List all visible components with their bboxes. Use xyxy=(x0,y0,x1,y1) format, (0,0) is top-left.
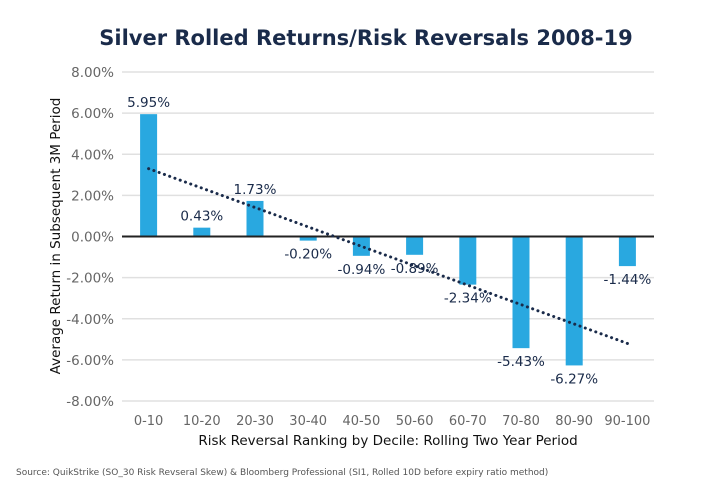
x-tick-label: 10-20 xyxy=(183,414,221,429)
x-tick-label: 50-60 xyxy=(396,414,434,429)
bar xyxy=(140,114,158,237)
x-tick-label: 60-70 xyxy=(449,414,487,429)
data-label: -0.20% xyxy=(284,247,332,263)
x-tick-label: 0-10 xyxy=(134,414,164,429)
source-note: Source: QuikStrike (SO_30 Risk Revseral … xyxy=(16,468,549,478)
data-labels: 5.95% 0.43% 1.73% -0.20% -0.94% -0.89% -2.34% -… xyxy=(127,95,651,387)
x-tick-label: 40-50 xyxy=(343,414,381,429)
data-label: -1.44% xyxy=(604,272,652,288)
y-tick-label: 8.00% xyxy=(71,65,114,81)
y-axis-label: Average Return in Subsequent 3M Period xyxy=(48,98,64,375)
bar xyxy=(459,236,477,285)
y-axis-ticks: 8.00% 6.00% 4.00% 2.00% 0.00% -2.00% -4.00% -6.… xyxy=(66,65,114,410)
data-label: -5.43% xyxy=(497,354,545,370)
y-tick-label: -4.00% xyxy=(66,312,114,328)
data-label: -0.94% xyxy=(338,262,386,278)
x-tick-label: 30-40 xyxy=(289,414,327,429)
data-label: 5.95% xyxy=(127,95,170,111)
y-tick-label: 4.00% xyxy=(71,147,114,163)
trendline xyxy=(147,167,629,345)
gridlines xyxy=(122,71,654,402)
bar xyxy=(618,236,636,267)
y-tick-label: 0.00% xyxy=(71,230,114,246)
bars xyxy=(140,114,636,366)
bar xyxy=(299,236,317,241)
x-axis-label: Risk Reversal Ranking by Decile: Rolling… xyxy=(198,433,577,449)
data-label: 1.73% xyxy=(234,182,277,198)
bar xyxy=(406,236,424,255)
x-tick-label: 20-30 xyxy=(236,414,274,429)
y-tick-label: -2.00% xyxy=(66,271,114,287)
data-label: 0.43% xyxy=(180,209,223,225)
bar xyxy=(565,236,583,366)
x-tick-label: 80-90 xyxy=(555,414,593,429)
bar xyxy=(512,236,530,349)
x-tick-label: 90-100 xyxy=(604,414,650,429)
data-label: -0.89% xyxy=(391,261,439,277)
chart-title: Silver Rolled Returns/Risk Reversals 200… xyxy=(99,26,633,50)
y-tick-label: -8.00% xyxy=(66,394,114,410)
bar xyxy=(193,227,211,237)
x-tick-label: 70-80 xyxy=(502,414,540,429)
x-axis-ticks: 0-10 10-20 20-30 30-40 40-50 50-60 60-70 70-80 8… xyxy=(134,414,651,429)
y-tick-label: 2.00% xyxy=(71,188,114,204)
bar xyxy=(352,236,370,256)
y-tick-label: 6.00% xyxy=(71,106,114,122)
data-label: -2.34% xyxy=(444,291,492,307)
data-label: -6.27% xyxy=(550,371,598,387)
y-tick-label: -6.00% xyxy=(66,353,114,369)
